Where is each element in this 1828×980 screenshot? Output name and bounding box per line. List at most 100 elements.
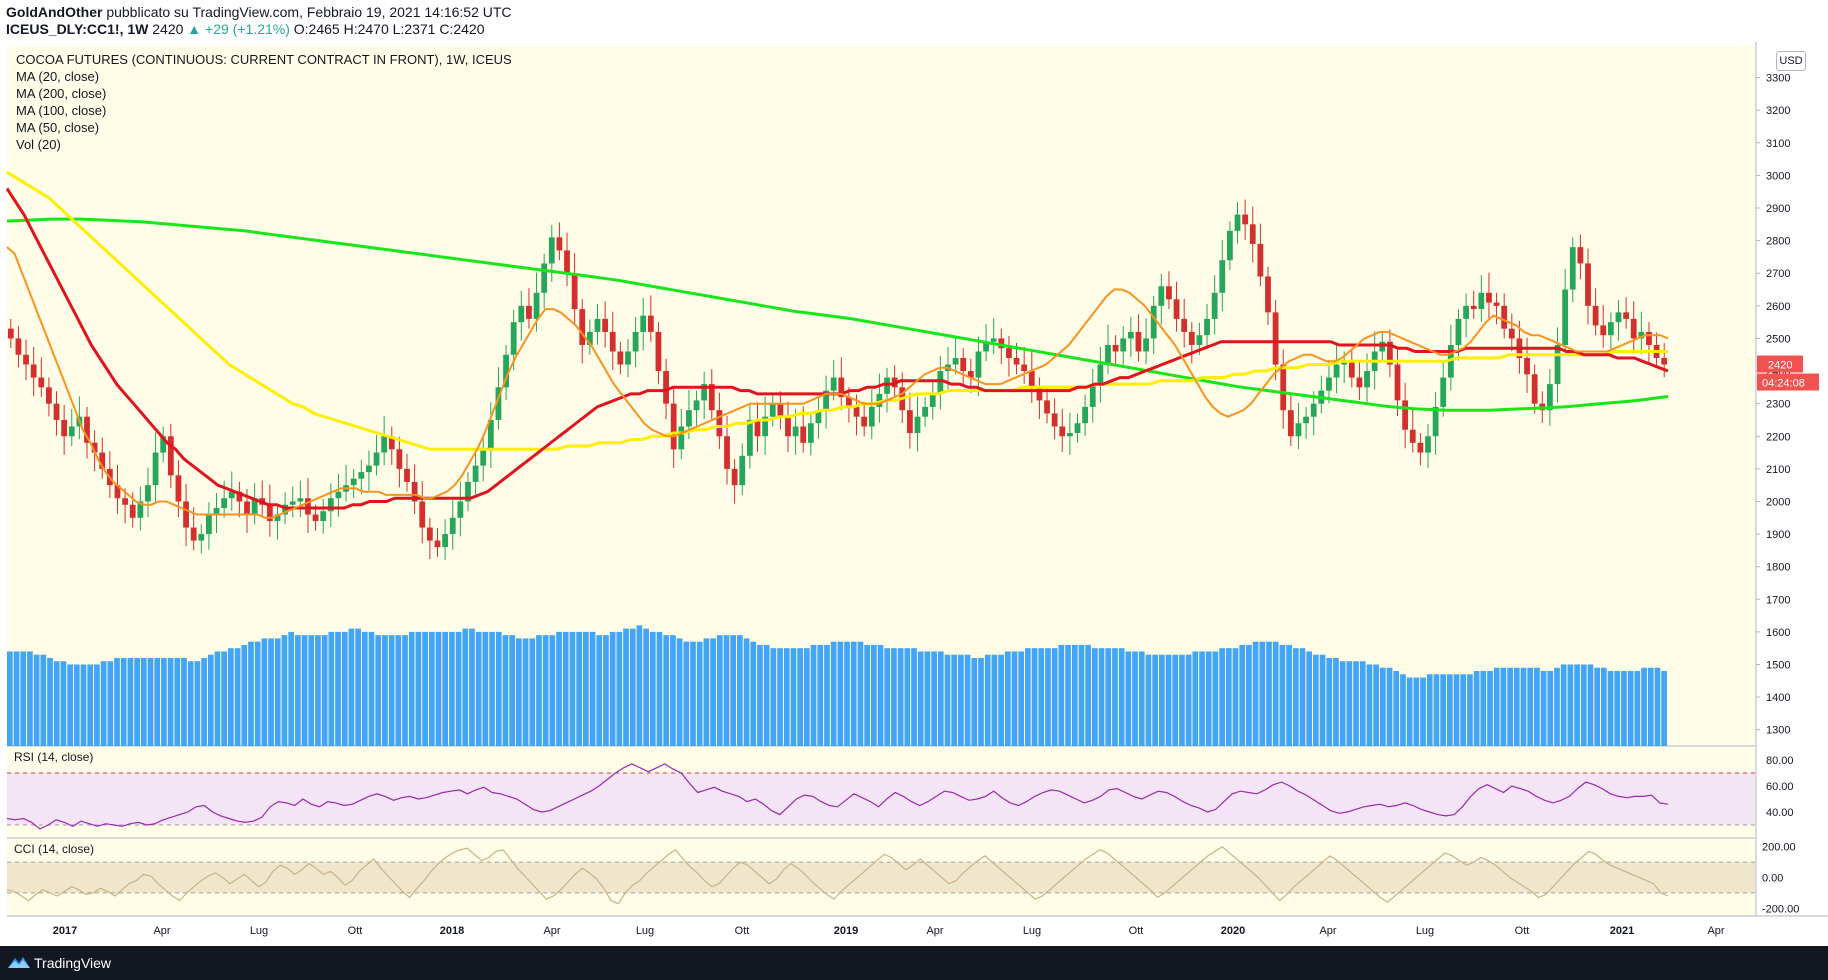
candle-body [38,377,45,388]
candle-body [1531,374,1538,404]
rsi-tick-label: 60.00 [1766,781,1794,793]
volume-bar [663,635,670,746]
currency-badge[interactable]: USD [1776,51,1806,71]
rsi-band [7,773,1755,825]
candle-body [1089,384,1096,407]
volume-bar [1098,648,1105,746]
candle-body [68,426,75,437]
last-price-box [1757,355,1803,373]
volume-bar [428,631,435,746]
volume-bar [161,657,167,746]
volume-bar [917,651,924,746]
candle-body [1493,302,1500,306]
candle-body [15,338,22,355]
price-chart[interactable]: 3300320031003000290028002700260025002400… [0,42,1828,946]
countdown-label: 04:24:08 [1762,378,1805,390]
candle-body [533,292,540,319]
volume-bar [1554,667,1560,746]
volume-bar [971,657,978,746]
published-text: pubblicato su TradingView.com, Febbraio … [106,4,512,20]
candle-body [762,416,769,437]
volume-bar [723,635,730,746]
volume-bar [616,631,623,746]
candle-body [777,403,784,417]
candle-body [1173,299,1180,319]
volume-bar [891,648,897,746]
candle-body [358,472,365,479]
volume-bar [670,635,676,746]
volume-bar [716,635,723,746]
volume-bar [924,651,931,746]
candle-body [815,410,822,424]
candle-body [663,371,669,404]
candle-body [967,371,974,378]
candle-body [7,328,14,339]
volume-bar [395,635,402,746]
volume-bar [167,657,174,746]
volume-bar [576,631,582,746]
candle-body [388,436,395,450]
footer: TradingView [0,946,1828,980]
candle-body [609,331,616,352]
candle-body [84,416,90,443]
volume-bar [1158,654,1165,746]
footer-brand[interactable]: TradingView [34,955,112,971]
candle-body [526,305,532,319]
cci-label: CCI (14, close) [14,842,94,856]
x-tick-label: Lug [1416,925,1434,937]
volume-bar [522,638,529,746]
volume-bar [1185,654,1192,746]
candle-body [952,358,959,365]
candle-body [975,351,982,378]
volume-bar [1058,644,1065,746]
volume-bar [1534,667,1540,746]
volume-bar [382,635,388,746]
volume-bar [94,664,100,746]
volume-bar [629,628,636,746]
volume-bar [830,641,837,746]
candle-body [122,498,128,505]
volume-bar [857,641,864,746]
volume-bar [80,664,87,746]
candle-body [152,452,159,486]
volume-bar [609,631,616,746]
legend-item-volume: Vol (20) [16,137,61,152]
candle-body [1211,292,1218,319]
volume-bar [783,648,790,746]
volume-bar [1386,667,1393,746]
volume-bar [1527,667,1534,746]
candle-body [510,322,517,355]
y-tick-label: 1300 [1766,725,1790,737]
volume-bar [475,631,482,746]
change: ▲ +29 (+1.21%) [187,21,290,37]
volume-bar [415,631,422,746]
volume-bar [1192,651,1199,746]
volume-bar [804,648,810,746]
volume-bar [1045,648,1051,746]
volume-bar [67,664,73,746]
cci-tick-label: 200.00 [1762,842,1796,854]
volume-bar [1346,661,1353,746]
username[interactable]: GoldAndOther [6,4,103,20]
volume-bar [931,651,937,746]
candle-body [792,426,799,437]
volume-bar [341,631,348,746]
volume-bar [1319,654,1326,746]
candle-body [434,540,441,548]
volume-bar [1232,648,1239,746]
candle-body [640,315,647,332]
volume-bar [582,631,589,746]
y-tick-label: 2600 [1766,301,1790,313]
volume-bar [1433,674,1440,746]
candle-body [175,475,182,502]
y-tick-label: 2800 [1766,236,1790,248]
x-tick-label: Lug [250,925,268,937]
cci-tick-label: -200.00 [1762,903,1799,915]
y-tick-label: 2300 [1766,399,1790,411]
candle-body [442,534,449,548]
volume-bar [911,648,917,746]
volume-bar [361,631,368,746]
volume-bar [1292,648,1299,746]
candle-body [1478,292,1485,310]
ma200-line [6,217,1669,412]
